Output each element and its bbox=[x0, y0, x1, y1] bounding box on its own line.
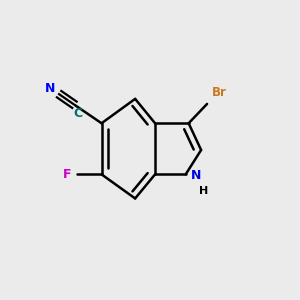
Text: F: F bbox=[63, 168, 72, 181]
Text: Br: Br bbox=[212, 86, 226, 100]
Text: H: H bbox=[199, 186, 208, 196]
Text: N: N bbox=[45, 82, 55, 95]
Text: N: N bbox=[191, 169, 201, 182]
Text: C: C bbox=[73, 107, 82, 120]
